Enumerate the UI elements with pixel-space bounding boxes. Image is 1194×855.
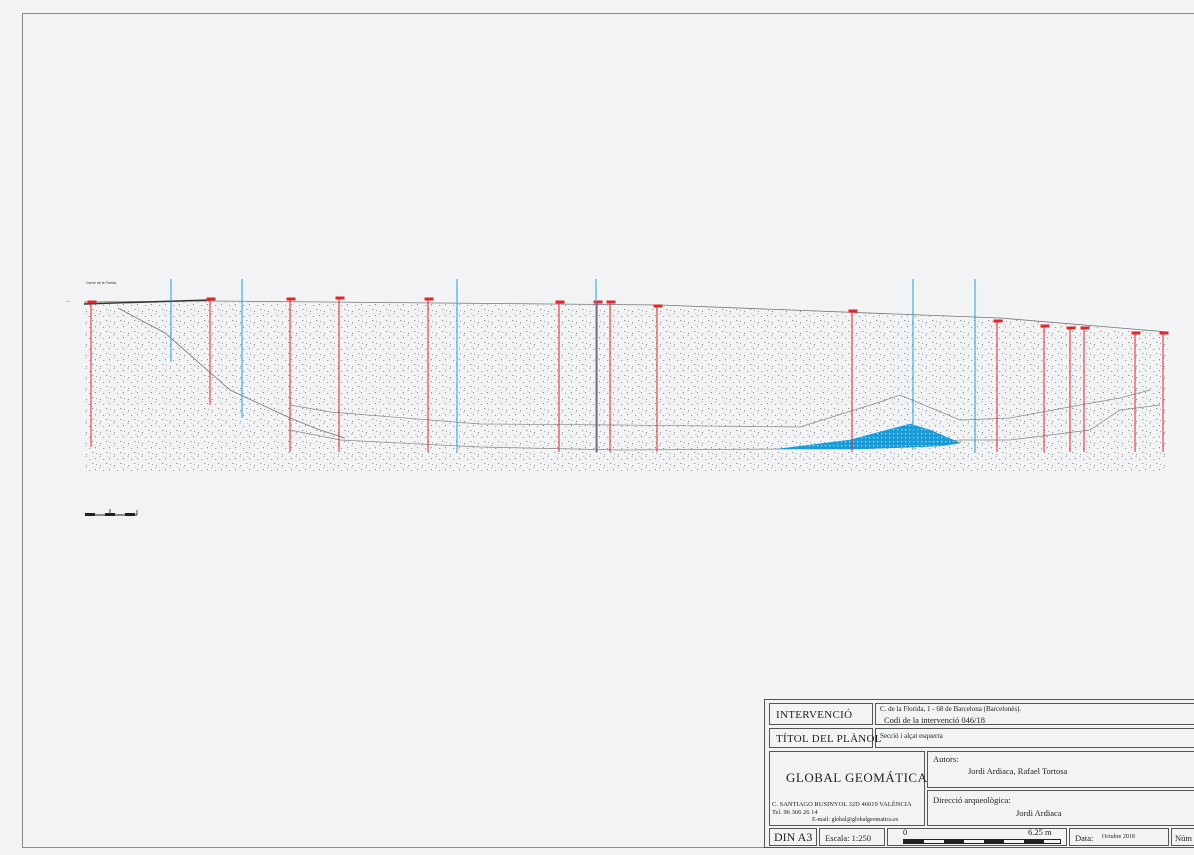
autors-label: Autors: xyxy=(933,754,959,764)
data-label: Data: xyxy=(1075,833,1094,843)
escala-cell: Escala: 1:250 xyxy=(819,828,885,846)
scale-bar-cell: 0 6.25 m xyxy=(887,827,1067,846)
scale-end: 6.25 m xyxy=(1028,827,1052,837)
level-marker-tag xyxy=(1131,331,1141,335)
address-cell: C. de la Florida, 1 - 68 de Barcelona (B… xyxy=(875,703,1194,725)
format-cell: DIN A3 xyxy=(769,828,817,846)
company-address: C. SANTIAGO RUSINYOL 32D 46019 VALÈNCIA xyxy=(772,801,912,808)
level-marker-tag xyxy=(424,297,434,301)
data-value: Octubre 2018 xyxy=(1102,834,1135,840)
address-text: C. de la Florida, 1 - 68 de Barcelona (B… xyxy=(880,705,1022,713)
code-text: Codi de la intervenció 046/18 xyxy=(884,715,986,725)
titol-value: Secció i alçat esquerra xyxy=(880,732,943,740)
level-marker-tag xyxy=(848,309,858,313)
stratum-upper xyxy=(289,389,1151,428)
level-marker-tag xyxy=(653,304,663,308)
level-marker-tag xyxy=(593,300,603,304)
company-cell: GLOBAL GEOMÁTICA C. SANTIAGO RUSINYOL 32… xyxy=(769,751,928,826)
level-marker-tag xyxy=(335,296,345,300)
num-cell: Núm xyxy=(1171,828,1194,846)
company-email: E-mail: global@globalgeomatica.es xyxy=(812,817,899,823)
graphic-scale xyxy=(85,509,138,516)
level-marker-tag xyxy=(1080,326,1090,330)
autors-cell: Autors: Jordi Ardiaca, Rafael Tortosa xyxy=(927,751,1194,788)
titol-label: TÍTOL DEL PLÀNOL xyxy=(776,733,882,745)
street-label: Carrer de la Florida xyxy=(86,281,116,285)
intervencio-cell: INTERVENCIÓ xyxy=(769,703,873,725)
scale-bar xyxy=(903,839,1061,844)
road-slab xyxy=(83,299,211,305)
level-marker-tag xyxy=(87,300,97,304)
level-marker-tag xyxy=(1159,331,1169,335)
slope-line xyxy=(117,307,346,439)
direccio-label: Direcció arqueològica: xyxy=(933,795,1011,805)
level-marker-tag xyxy=(606,300,616,304)
data-cell: Data: Octubre 2018 xyxy=(1069,828,1169,846)
level-marker-tag xyxy=(286,297,296,301)
level-marker-tag xyxy=(993,319,1003,323)
company-phone: Tel. 96 366 26 14 xyxy=(772,809,818,816)
titol-cell: TÍTOL DEL PLÀNOL xyxy=(769,728,882,748)
scale-start: 0 xyxy=(903,827,908,837)
level-marker-tag xyxy=(555,300,565,304)
format-text: DIN A3 xyxy=(774,830,813,844)
level-tag: — xyxy=(66,299,70,303)
num-label: Núm xyxy=(1175,833,1192,843)
company-name: GLOBAL GEOMÁTICA xyxy=(786,770,928,785)
ground-fill xyxy=(84,302,1168,472)
level-marker-tag xyxy=(1040,324,1050,328)
escala-text: Escala: 1:250 xyxy=(825,833,872,843)
titol-value-cell: Secció i alçat esquerra xyxy=(875,728,1194,748)
level-marker-tag xyxy=(206,297,216,301)
intervencio-label: INTERVENCIÓ xyxy=(776,709,853,721)
title-block: INTERVENCIÓ C. de la Florida, 1 - 68 de … xyxy=(764,699,1194,848)
autors-value: Jordi Ardiaca, Rafael Tortosa xyxy=(968,766,1068,776)
direccio-value: Jordi Ardiaca xyxy=(1016,808,1062,818)
direccio-cell: Direcció arqueològica: Jordi Ardiaca xyxy=(927,790,1194,826)
level-marker-tag xyxy=(1066,326,1076,330)
blue-deposit xyxy=(777,423,962,450)
